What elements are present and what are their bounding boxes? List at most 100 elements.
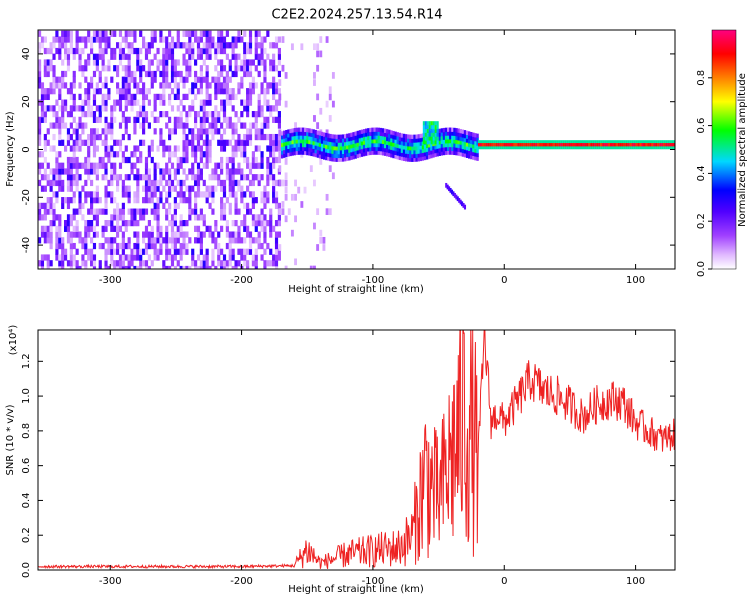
heatmap-cell	[153, 254, 157, 261]
heatmap-cell	[649, 143, 652, 147]
heatmap-cell	[474, 152, 477, 157]
heatmap-cell	[156, 65, 160, 72]
heatmap-cell	[335, 142, 338, 147]
heatmap-cell	[446, 146, 450, 151]
heatmap-cell	[225, 231, 229, 238]
heatmap-cell	[451, 150, 454, 155]
heatmap-cell	[523, 143, 526, 147]
heatmap-cell	[118, 225, 123, 232]
heatmap-cell	[52, 88, 56, 95]
heatmap-cell	[453, 146, 456, 152]
heatmap-cell	[220, 260, 224, 267]
heatmap-cell	[84, 197, 88, 204]
heatmap-cell	[208, 36, 212, 43]
heatmap-cell	[419, 133, 423, 139]
heatmap-cell	[139, 59, 143, 66]
heatmap-cell	[222, 82, 227, 89]
heatmap-cell	[373, 142, 376, 148]
heatmap-cell	[101, 53, 105, 60]
heatmap-cell	[339, 149, 343, 155]
heatmap-cell	[352, 155, 355, 160]
heatmap-cell	[136, 59, 140, 66]
heatmap-cell	[208, 93, 212, 101]
heatmap-cell	[205, 76, 209, 83]
heatmap-cell	[237, 82, 241, 89]
heatmap-cell	[147, 42, 151, 49]
heatmap-cell	[546, 143, 550, 147]
heatmap-cell	[371, 139, 374, 144]
heatmap-cell	[205, 116, 209, 123]
heatmap-cell	[173, 185, 177, 192]
heatmap-cell	[124, 76, 128, 83]
heatmap-cell	[459, 132, 462, 138]
heatmap-cell	[144, 88, 149, 95]
heatmap-cell	[92, 265, 97, 269]
heatmap-cell	[304, 131, 307, 136]
heatmap-cell	[66, 197, 71, 204]
heatmap-cell	[87, 105, 91, 112]
heatmap-cell	[90, 225, 94, 232]
y-tick-label: 40	[21, 48, 32, 61]
heatmap-cell	[107, 128, 111, 135]
heatmap-cell	[196, 265, 201, 269]
heatmap-cell	[260, 151, 264, 158]
heatmap-cell	[130, 76, 134, 83]
heatmap-cell	[84, 179, 88, 187]
heatmap-cell	[185, 185, 189, 192]
heatmap-cell	[461, 140, 465, 146]
heatmap-cell	[127, 76, 131, 83]
heatmap-cell	[182, 128, 186, 135]
heatmap-cell	[142, 185, 146, 192]
heatmap-cell	[365, 136, 368, 141]
heatmap-cell	[474, 133, 477, 138]
heatmap-cell	[337, 134, 341, 139]
heatmap-cell	[611, 143, 615, 147]
heatmap-cell	[205, 191, 209, 198]
heatmap-cell	[269, 208, 273, 215]
x-tick-label: -100	[362, 576, 385, 587]
heatmap-cell	[110, 128, 114, 135]
heatmap-cell	[306, 127, 309, 133]
heatmap-cell	[461, 201, 464, 207]
heatmap-cell	[446, 131, 450, 136]
heatmap-cell	[101, 105, 105, 112]
heatmap-cell	[402, 137, 406, 142]
heatmap-cell	[61, 179, 65, 187]
heatmap-cell	[179, 99, 183, 106]
heatmap-cell	[199, 260, 203, 267]
heatmap-cell	[168, 133, 172, 141]
heatmap-cell	[277, 202, 281, 210]
heatmap-cell	[386, 129, 389, 134]
heatmap-cell	[274, 82, 279, 89]
heatmap-cell	[133, 242, 137, 250]
heatmap-cell	[254, 36, 258, 43]
heatmap-cell	[474, 144, 477, 149]
heatmap-cell	[283, 145, 286, 151]
heatmap-cell	[358, 141, 362, 146]
heatmap-cell	[297, 186, 301, 194]
heatmap-cell	[220, 30, 224, 37]
heatmap-cell	[58, 225, 62, 232]
heatmap-cell	[165, 111, 169, 118]
heatmap-cell	[404, 134, 408, 139]
heatmap-cell	[214, 128, 218, 135]
heatmap-cell	[107, 248, 111, 255]
heatmap-cell	[136, 111, 140, 118]
heatmap-cell	[476, 145, 479, 150]
heatmap-cell	[260, 197, 264, 204]
heatmap-cell	[107, 179, 111, 187]
heatmap-cell	[234, 265, 238, 269]
heatmap-cell	[231, 248, 235, 255]
heatmap-cell	[92, 208, 97, 215]
heatmap-cell	[554, 143, 557, 147]
heatmap-cell	[124, 128, 128, 135]
heatmap-cell	[78, 53, 82, 60]
heatmap-cell	[95, 88, 99, 95]
heatmap-cell	[185, 133, 189, 141]
heatmap-cell	[234, 122, 238, 129]
heatmap-cell	[139, 265, 143, 269]
heatmap-cell	[188, 185, 192, 192]
heatmap-cell	[400, 133, 404, 138]
heatmap-cell	[325, 144, 328, 149]
heatmap-cell	[243, 99, 247, 106]
